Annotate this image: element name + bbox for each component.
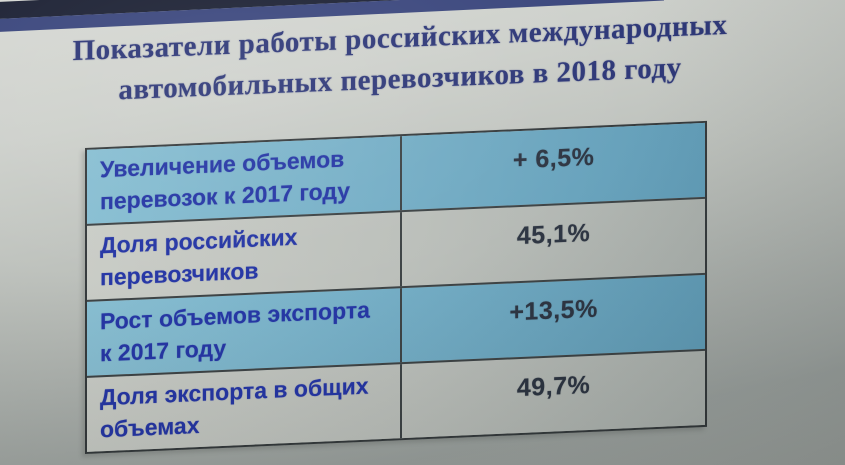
row-value: + 6,5% xyxy=(512,142,595,175)
row-label: Доля российских перевозчиков xyxy=(87,212,403,300)
indicators-table: Увеличение объемов перевозок к 2017 году… xyxy=(85,120,707,454)
row-value: 49,7% xyxy=(516,370,591,403)
row-label: Доля экспорта в общих объемах xyxy=(87,364,403,452)
row-label: Рост объемов экспорта к 2017 году xyxy=(87,288,403,376)
row-label: Увеличение объемов перевозок к 2017 году xyxy=(87,136,403,224)
row-value: +13,5% xyxy=(509,294,598,327)
row-value: 45,1% xyxy=(516,218,591,251)
